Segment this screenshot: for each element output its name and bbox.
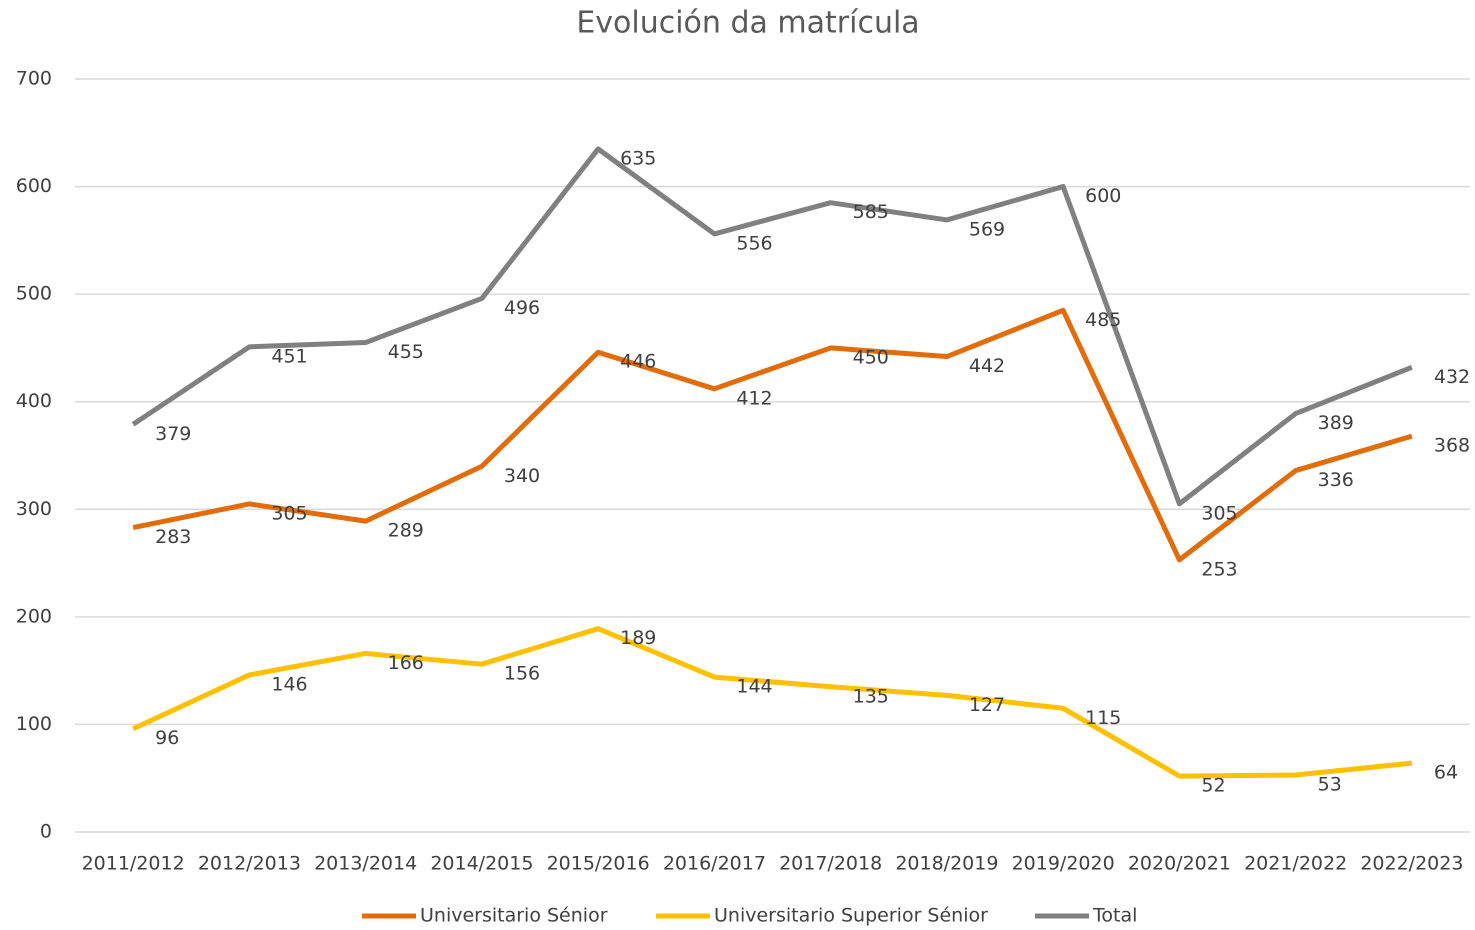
data-label: 189 [620, 627, 656, 649]
data-label: 455 [388, 341, 424, 363]
data-label: 336 [1318, 469, 1354, 491]
x-tick-label: 2019/2020 [1012, 853, 1115, 875]
data-label: 485 [1085, 309, 1121, 331]
series-line [132, 626, 1413, 779]
data-label: 340 [504, 465, 540, 487]
x-tick-label: 2012/2013 [198, 853, 301, 875]
data-label: 496 [504, 297, 540, 319]
chart-title: Evolución da matrícula [576, 6, 919, 41]
x-tick-label: 2014/2015 [430, 853, 533, 875]
data-label: 156 [504, 663, 540, 685]
data-label: 305 [1201, 502, 1237, 524]
data-label: 127 [969, 694, 1005, 716]
data-label: 96 [155, 727, 179, 749]
data-label: 442 [969, 355, 1005, 377]
x-tick-label: 2021/2022 [1244, 853, 1347, 875]
x-tick-label: 2018/2019 [895, 853, 998, 875]
data-label: 446 [620, 351, 656, 373]
data-label: 283 [155, 526, 191, 548]
x-tick-label: 2020/2021 [1128, 853, 1231, 875]
data-label: 585 [853, 201, 889, 223]
data-label: 144 [736, 676, 772, 698]
data-label: 135 [853, 685, 889, 707]
y-tick-label: 0 [40, 821, 52, 843]
data-label: 289 [388, 520, 424, 542]
data-label: 146 [271, 673, 307, 695]
x-tick-label: 2017/2018 [779, 853, 882, 875]
data-label: 53 [1318, 773, 1342, 795]
x-tick-label: 2011/2012 [82, 853, 185, 875]
y-tick-label: 100 [16, 713, 52, 735]
legend-label: Universitario Sénior [420, 905, 608, 927]
legend-label: Total [1092, 905, 1137, 927]
data-label: 389 [1318, 412, 1354, 434]
y-tick-label: 200 [16, 605, 52, 627]
data-label: 253 [1201, 558, 1237, 580]
data-label: 368 [1434, 435, 1470, 457]
y-tick-label: 300 [16, 498, 52, 520]
series-line [132, 307, 1413, 563]
data-label: 52 [1201, 775, 1225, 797]
data-label: 635 [620, 147, 656, 169]
data-label: 305 [271, 502, 307, 524]
data-label: 379 [155, 423, 191, 445]
y-tick-label: 600 [16, 175, 52, 197]
legend-label: Universitario Superior Sénior [714, 905, 988, 927]
y-tick-label: 400 [16, 390, 52, 412]
y-tick-label: 500 [16, 283, 52, 305]
x-tick-label: 2013/2014 [314, 853, 417, 875]
data-label: 556 [736, 232, 772, 254]
data-label: 412 [736, 387, 772, 409]
data-label: 450 [853, 346, 889, 368]
data-label: 64 [1434, 762, 1458, 784]
x-tick-label: 2022/2023 [1360, 853, 1463, 875]
data-label: 451 [271, 345, 307, 367]
data-label: 569 [969, 218, 1005, 240]
data-label: 432 [1434, 366, 1470, 388]
x-tick-label: 2016/2017 [663, 853, 766, 875]
data-label: 600 [1085, 185, 1121, 207]
data-label: 166 [388, 652, 424, 674]
series-line [131, 146, 1413, 507]
y-tick-label: 700 [16, 68, 52, 90]
x-tick-label: 2015/2016 [547, 853, 650, 875]
data-label: 115 [1085, 707, 1121, 729]
